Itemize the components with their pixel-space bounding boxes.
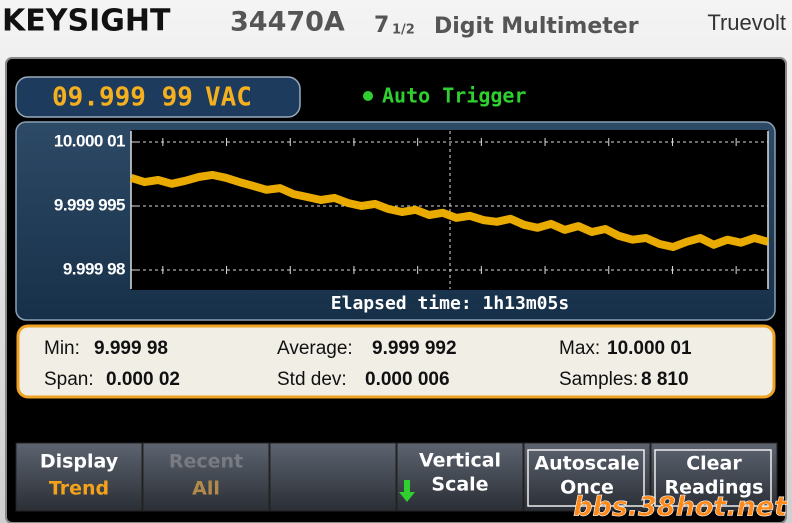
digits: 7	[374, 13, 389, 38]
plot: 10.000 01 9.999 995 9.999 98	[54, 131, 770, 289]
key-label: Readings	[665, 477, 764, 499]
min-value: 9.999 98	[94, 338, 168, 359]
key-label: Recent	[169, 451, 243, 473]
readout-value: 09.999 99	[52, 83, 193, 113]
key-label: Scale	[431, 474, 488, 496]
key-frame	[527, 449, 645, 507]
trend-line	[129, 170, 770, 251]
key-label: Display	[40, 451, 119, 473]
stats-panel	[16, 324, 776, 399]
trigger-dot	[363, 91, 373, 101]
softkey[interactable]	[142, 442, 270, 512]
key-label: Autoscale	[534, 453, 639, 475]
samples-value: 8 810	[641, 369, 689, 390]
down-arrow	[399, 480, 415, 502]
key-label: Vertical	[419, 450, 501, 472]
brand: KEYSIGHT	[2, 4, 171, 39]
std-label: Std dev:	[277, 369, 347, 390]
y-tick-label: 10.000 01	[54, 131, 125, 150]
softkey[interactable]	[523, 442, 651, 512]
x-axis-label: Elapsed time: 1h13m05s	[331, 293, 569, 314]
trigger-status: Auto Trigger	[382, 84, 527, 108]
series-name: Truevolt	[707, 10, 786, 35]
softkey[interactable]	[396, 442, 524, 512]
key-value: All	[192, 478, 220, 500]
product: Digit Multimeter	[434, 14, 639, 39]
watermark: bbs.38hot.net	[573, 492, 788, 523]
fraction: 1/2	[392, 23, 415, 38]
softkeys: Display Trend Recent All Vertical Scale …	[15, 442, 778, 512]
max-value: 10.000 01	[607, 338, 692, 359]
key-frame	[654, 449, 772, 507]
readout-unit: VAC	[205, 83, 252, 113]
max-label: Max:	[559, 338, 600, 359]
span-value: 0.000 02	[106, 369, 180, 390]
key-label: Clear	[686, 453, 742, 475]
avg-label: Average:	[277, 338, 353, 359]
y-tick-label: 9.999 995	[54, 195, 125, 214]
model: 34470A	[230, 7, 345, 38]
y-tick-label: 9.999 98	[63, 259, 125, 278]
avg-value: 9.999 992	[372, 338, 457, 359]
softkey[interactable]	[269, 442, 397, 512]
span-label: Span:	[44, 369, 94, 390]
softkey[interactable]	[650, 442, 778, 512]
key-label: Once	[560, 477, 614, 499]
key-value: Trend	[49, 478, 109, 500]
min-label: Min:	[44, 338, 80, 359]
samples-label: Samples:	[559, 369, 638, 390]
std-value: 0.000 006	[365, 369, 450, 390]
readout-box	[15, 76, 301, 118]
softkey[interactable]	[15, 442, 143, 512]
